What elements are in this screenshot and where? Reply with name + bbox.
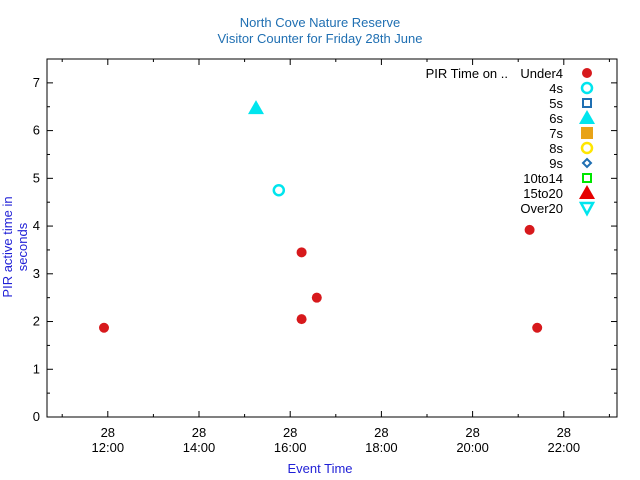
legend-marker-under4 <box>582 68 592 78</box>
y-tick-label: 3 <box>33 266 40 281</box>
legend-marker-10to14 <box>582 173 592 183</box>
plot-frame <box>46 58 618 418</box>
y-tick-label: 4 <box>33 218 40 233</box>
x-tick-time-label: 18:00 <box>365 440 398 455</box>
y-tick-label: 1 <box>33 361 40 376</box>
legend-label: 10to14 <box>523 171 563 186</box>
data-point-under4 <box>524 224 535 235</box>
legend-label: 4s <box>549 81 563 96</box>
legend-label: 6s <box>549 111 563 126</box>
data-point-4s <box>272 184 286 197</box>
legend-label: 5s <box>549 96 563 111</box>
legend-marker-6s <box>579 110 595 124</box>
legend-marker-15to20 <box>579 185 595 199</box>
x-tick-day-label: 28 <box>101 425 115 440</box>
x-tick-day-label: 28 <box>557 425 571 440</box>
x-tick-time-label: 20:00 <box>456 440 489 455</box>
legend-marker-7s <box>581 127 593 139</box>
y-tick-label: 6 <box>33 123 40 138</box>
legend-marker-5s <box>582 98 592 108</box>
legend-marker-8s <box>580 141 594 155</box>
data-point-under4 <box>99 322 109 333</box>
x-tick-time-label: 14:00 <box>183 440 216 455</box>
y-tick-label: 5 <box>33 170 40 185</box>
x-axis-label: Event Time <box>287 461 353 476</box>
legend-label: 15to20 <box>523 186 563 201</box>
x-tick-day-label: 28 <box>283 425 297 440</box>
data-point-6s <box>248 100 264 115</box>
x-tick-time-label: 12:00 <box>92 440 125 455</box>
data-points <box>99 100 543 333</box>
x-tick-day-label: 28 <box>374 425 388 440</box>
legend-marker-9s <box>581 157 593 169</box>
chart-subtitle: Visitor Counter for Friday 28th June <box>217 31 423 46</box>
legend-label: 7s <box>549 126 563 141</box>
x-tick-day-label: 28 <box>192 425 206 440</box>
data-point-under4 <box>296 314 307 325</box>
y-tick-label: 7 <box>33 75 40 90</box>
legend-marker-4s <box>580 81 594 95</box>
data-point-under4 <box>311 292 322 303</box>
legend-label: Over20 <box>520 201 563 216</box>
y-tick-label: 2 <box>33 314 40 329</box>
legend-marker-over20 <box>578 201 596 217</box>
legend-label: 9s <box>549 156 563 171</box>
data-point-under4 <box>296 247 307 258</box>
legend-label: Under4 <box>520 66 563 81</box>
x-tick-time-label: 16:00 <box>274 440 307 455</box>
legend-label: 8s <box>549 141 563 156</box>
x-tick-day-label: 28 <box>465 425 479 440</box>
legend-title: PIR Time on .. <box>426 66 508 81</box>
axis-ticks: 012345672812:002814:002816:002818:002820… <box>33 59 617 455</box>
x-tick-time-label: 22:00 <box>548 440 581 455</box>
chart-title: North Cove Nature Reserve <box>239 15 401 30</box>
data-point-under4 <box>532 322 543 333</box>
y-tick-label: 0 <box>33 409 40 424</box>
